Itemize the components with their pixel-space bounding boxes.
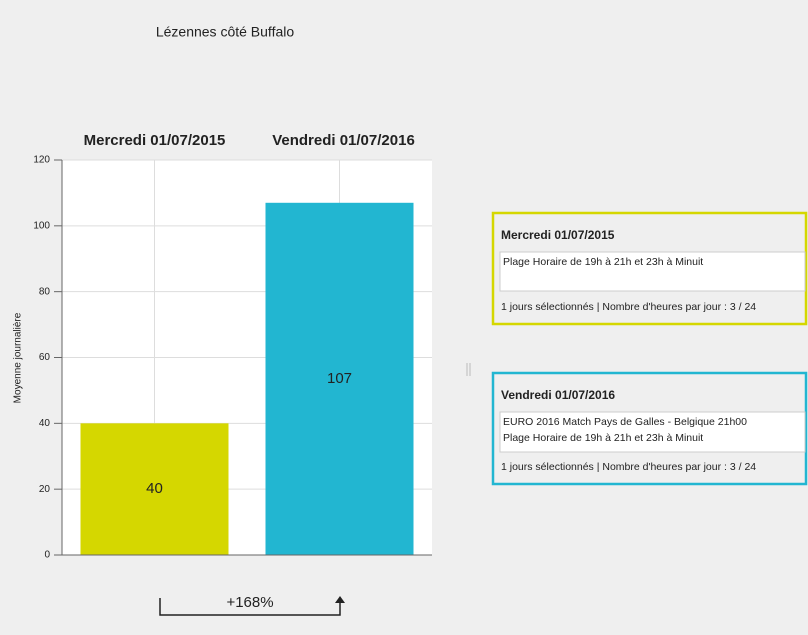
data-label: 107 [327,370,352,387]
panel-text: Plage Horaire de 19h à 21h et 23h à Minu… [503,432,703,444]
bar [265,202,414,555]
panel-title: Vendredi 01/07/2016 [501,388,615,402]
panel-textbox [499,411,806,453]
y-tick-label: 120 [33,155,50,166]
y-tick-label: 80 [39,286,51,297]
y-tick-label: 0 [44,550,50,561]
panel-title: Mercredi 01/07/2015 [501,228,615,242]
y-axis-label: Moyenne journalière [13,312,24,403]
panel-text: Plage Horaire de 19h à 21h et 23h à Minu… [503,256,703,268]
y-tick-label: 40 [39,418,51,429]
data-label: 40 [146,480,163,497]
panel-footer: 1 jours sélectionnés | Nombre d'heures p… [501,301,756,313]
y-tick-label: 100 [33,220,50,231]
change-arrow [335,596,345,603]
change-bracket [159,598,341,616]
y-tick-label: 20 [39,484,51,495]
panel-footer: 1 jours sélectionnés | Nombre d'heures p… [501,461,756,473]
y-tick-label: 60 [39,352,51,363]
panel-text: EURO 2016 Match Pays de Galles - Belgiqu… [503,416,747,428]
page-title: Lézennes côté Buffalo [156,24,295,40]
bar [80,423,229,555]
change-label: +168% [226,594,273,611]
panel-textbox [499,251,806,292]
category-label: Vendredi 01/07/2016 [272,132,415,149]
category-label: Mercredi 01/07/2015 [84,132,226,149]
